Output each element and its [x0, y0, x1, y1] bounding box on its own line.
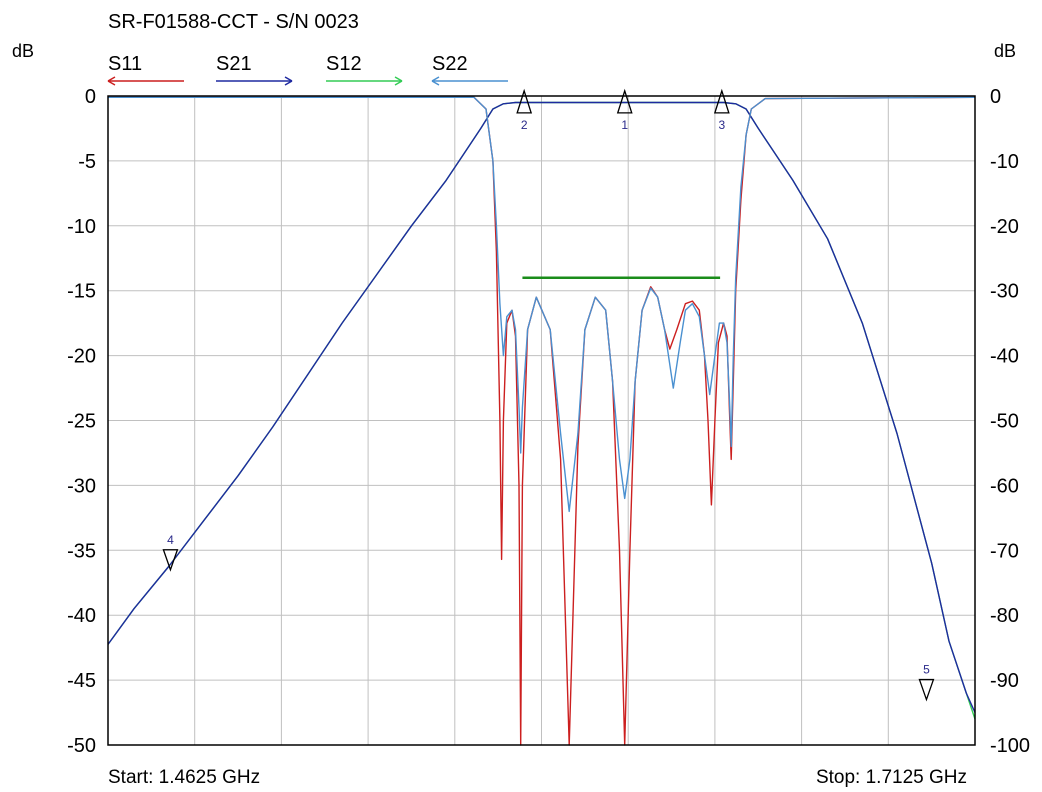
left-tick-label: -20	[67, 346, 96, 368]
marker-4: 4	[162, 533, 179, 572]
marker-label: 5	[923, 663, 930, 677]
left-tick-label: -45	[67, 670, 96, 692]
right-tick-label: -10	[990, 151, 1019, 173]
legend-label: S11	[108, 53, 142, 75]
marker-label: 2	[521, 118, 528, 132]
marker-triangle	[713, 88, 730, 114]
marker-triangle	[616, 88, 633, 114]
left-tick-label: -15	[67, 281, 96, 303]
left-tick-label: -25	[67, 411, 96, 433]
left-tick-label: -50	[67, 735, 96, 757]
legend-label: S12	[326, 53, 362, 75]
right-tick-label: -40	[990, 346, 1019, 368]
left-tick-label: -30	[67, 475, 96, 497]
marker-triangle	[516, 88, 533, 114]
right-tick-label: -20	[990, 216, 1019, 238]
grid	[108, 96, 975, 745]
legend-arrow	[284, 76, 293, 86]
left-tick-label: 0	[85, 86, 96, 108]
legend-item-s12: S12	[326, 53, 403, 86]
marker-5: 5	[918, 663, 935, 702]
legend-item-s11: S11	[107, 53, 184, 86]
marker-label: 4	[167, 533, 174, 547]
left-tick-label: -5	[78, 151, 96, 173]
legend-arrow	[431, 76, 440, 86]
marker-triangle	[162, 549, 179, 572]
right-tick-label: -60	[990, 475, 1019, 497]
markers-layer: 1 2 3 4 5	[162, 88, 935, 702]
marker-label: 3	[718, 118, 725, 132]
marker-2: 2	[516, 88, 533, 132]
series-layer	[107, 96, 976, 746]
marker-label: 1	[621, 118, 628, 132]
marker-3: 3	[713, 88, 730, 132]
stop-frequency-label: Stop: 1.7125 GHz	[816, 767, 967, 788]
right-tick-label: -70	[990, 540, 1019, 562]
right-tick-label: -50	[990, 411, 1019, 433]
left-axis-unit: dB	[12, 41, 34, 61]
left-tick-label: -40	[67, 605, 96, 627]
left-tick-label: -10	[67, 216, 96, 238]
legend-arrow	[107, 76, 116, 86]
right-tick-label: 0	[990, 86, 1001, 108]
right-axis-unit: dB	[994, 41, 1016, 61]
chart-title: SR-F01588-CCT - S/N 0023	[108, 11, 359, 33]
legend-item-s21: S21	[216, 53, 293, 86]
plot-frame	[107, 95, 976, 746]
legend-label: S22	[432, 53, 468, 75]
marker-triangle	[918, 678, 935, 702]
start-frequency-label: Start: 1.4625 GHz	[108, 767, 260, 788]
right-tick-label: -90	[990, 670, 1019, 692]
right-tick-label: -30	[990, 281, 1019, 303]
right-axis-ticks: 0 -10 -20 -30 -40 -50 -60 -70 -80 -90 -100	[990, 86, 1030, 757]
legend-label: S21	[216, 53, 252, 75]
right-tick-label: -80	[990, 605, 1019, 627]
marker-1: 1	[616, 88, 633, 132]
series-s21-line	[107, 101, 976, 713]
right-tick-label: -100	[990, 735, 1030, 757]
legend-arrow	[394, 76, 403, 86]
legend-item-s22: S22	[431, 53, 508, 86]
legend: S11 S21 S12 S22	[107, 53, 508, 86]
left-tick-label: -35	[67, 540, 96, 562]
series-s22-line	[108, 96, 976, 513]
left-axis-ticks: 0 -5 -10 -15 -20 -25 -30 -35 -40 -45 -50	[67, 86, 96, 757]
